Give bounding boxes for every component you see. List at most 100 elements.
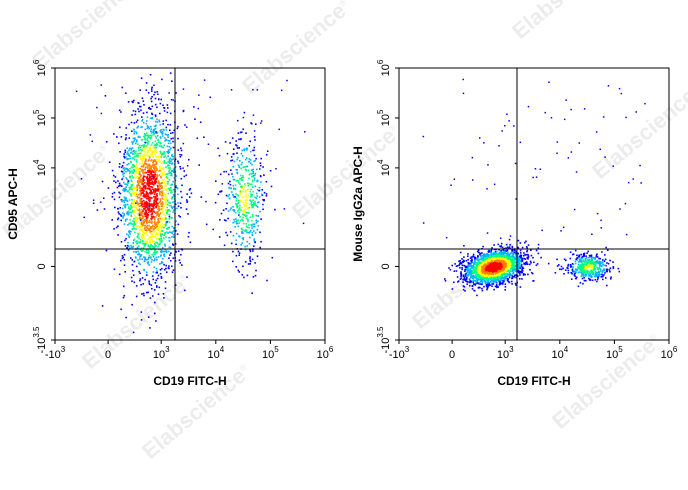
event-dot	[470, 274, 472, 276]
event-dot	[131, 191, 134, 193]
event-dot	[599, 270, 602, 272]
event-dot	[132, 110, 135, 112]
event-dot	[486, 284, 488, 286]
event-dot	[160, 145, 163, 148]
event-dot	[250, 194, 253, 196]
event-dot	[499, 281, 501, 284]
event-dot	[158, 159, 161, 161]
event-dot	[157, 187, 160, 189]
event-dot	[120, 199, 123, 201]
event-dot	[232, 250, 234, 253]
event-dot	[495, 281, 498, 284]
event-dot	[476, 261, 479, 264]
event-dot	[139, 136, 141, 138]
event-dot	[521, 246, 524, 249]
event-dot	[259, 164, 262, 167]
event-dot	[140, 255, 142, 257]
event-dot	[134, 231, 136, 234]
event-dot	[250, 203, 252, 205]
event-dot	[158, 174, 161, 176]
event-dot	[128, 245, 130, 248]
event-dot	[123, 294, 126, 297]
event-dot	[166, 151, 168, 153]
event-dot	[169, 157, 172, 160]
x-tick-label: 104	[207, 345, 224, 361]
event-dot	[246, 240, 249, 243]
event-dot	[507, 278, 509, 280]
event-dot	[108, 161, 111, 163]
event-dot	[170, 173, 173, 175]
event-dot	[251, 163, 253, 166]
event-dot	[137, 259, 139, 261]
event-dot	[246, 226, 249, 229]
event-dot	[521, 271, 523, 274]
event-dot	[138, 262, 140, 264]
event-dot	[242, 232, 244, 234]
event-dot	[489, 256, 491, 259]
event-dot	[153, 221, 156, 224]
event-dot	[225, 208, 227, 210]
event-dot	[123, 181, 125, 184]
event-dot	[167, 192, 170, 195]
event-dot	[142, 222, 145, 225]
event-dot	[156, 251, 158, 253]
event-dot	[240, 174, 242, 177]
event-dot	[477, 259, 479, 262]
event-dot	[488, 249, 490, 252]
event-dot	[160, 255, 162, 257]
event-dot	[164, 217, 167, 219]
event-dot	[233, 148, 235, 150]
event-dot	[240, 186, 243, 188]
event-dot	[481, 268, 483, 270]
event-dot	[149, 117, 152, 120]
event-dot	[497, 286, 499, 288]
event-dot	[260, 193, 263, 196]
event-dot	[504, 277, 507, 280]
event-dot	[239, 194, 242, 197]
event-dot	[260, 175, 262, 178]
event-dot	[518, 272, 521, 275]
event-dot	[167, 165, 169, 167]
event-dot	[150, 132, 153, 134]
event-dot	[150, 182, 152, 184]
event-dot	[154, 301, 156, 304]
event-dot	[146, 229, 148, 232]
event-dot	[247, 169, 250, 171]
event-dot	[163, 162, 165, 164]
event-dot	[137, 169, 139, 172]
event-dot	[132, 101, 134, 104]
event-dot	[144, 166, 147, 169]
event-dot	[470, 260, 473, 263]
event-dot	[120, 219, 122, 222]
event-dot	[155, 198, 158, 201]
event-dot	[189, 241, 192, 244]
event-dot	[156, 203, 158, 206]
event-dot	[147, 213, 150, 216]
event-dot	[155, 181, 158, 183]
event-dot	[233, 187, 235, 190]
event-dot	[491, 268, 494, 271]
event-dot	[128, 231, 130, 234]
event-dot	[124, 220, 127, 222]
event-dot	[168, 172, 171, 175]
event-dot	[118, 166, 121, 168]
event-dot	[249, 162, 252, 164]
event-dot	[163, 226, 165, 229]
event-dot	[486, 286, 489, 288]
event-dot	[153, 312, 156, 315]
event-dot	[152, 256, 155, 258]
event-dot	[500, 262, 502, 265]
event-dot	[150, 179, 152, 181]
event-dot	[602, 263, 604, 266]
event-dot	[154, 196, 157, 198]
event-dot	[241, 218, 243, 221]
event-dot	[148, 180, 151, 182]
event-dot	[125, 188, 128, 191]
event-dot	[482, 275, 484, 277]
event-dot	[135, 207, 138, 209]
event-dot	[488, 266, 491, 268]
event-dot	[175, 186, 177, 188]
event-dot	[128, 211, 131, 214]
event-dot	[263, 174, 265, 176]
